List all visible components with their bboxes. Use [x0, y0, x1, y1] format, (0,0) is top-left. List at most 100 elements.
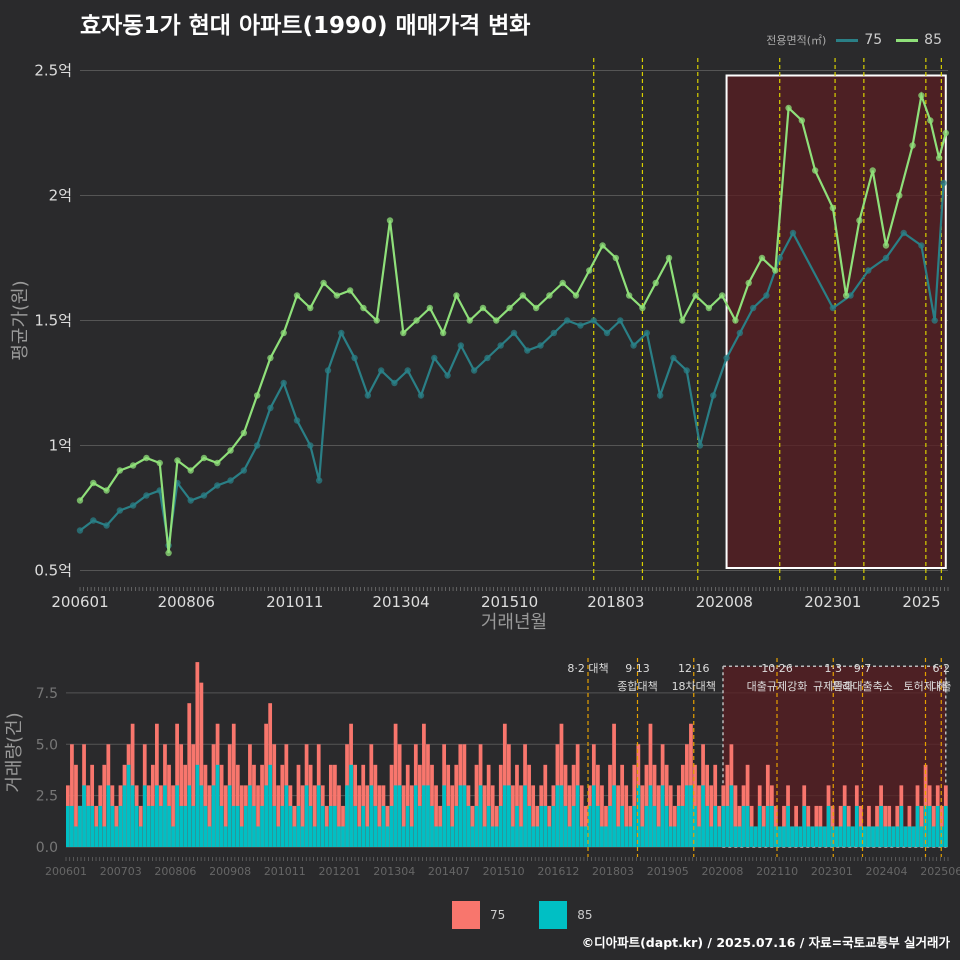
data-point-75 [723, 354, 730, 362]
bar-85 [915, 805, 920, 847]
bar-85 [86, 805, 90, 847]
bar-85 [373, 805, 378, 847]
legend-top: 전용면적(㎡) 75 85 [766, 32, 950, 48]
data-point-85 [293, 292, 301, 299]
data-point-75 [656, 392, 664, 399]
data-point-75 [129, 502, 137, 509]
data-point-75 [643, 329, 651, 337]
data-point-85 [829, 204, 837, 212]
bar-x-tick-label: 202301 [811, 865, 853, 878]
bar-x-tick-label: 201011 [264, 865, 306, 878]
bar-85 [838, 826, 843, 847]
bar-85 [102, 826, 107, 847]
data-point-85 [103, 487, 110, 494]
data-point-75 [882, 254, 890, 262]
bar-75 [470, 805, 475, 847]
bar-85 [919, 826, 924, 847]
bar-75 [365, 785, 370, 847]
bar-75 [567, 785, 572, 847]
bar-85 [620, 805, 625, 847]
bar-85 [903, 826, 908, 847]
chart-title: 효자동1가 현대 아파트(1990) 매매가격 변화 [80, 13, 531, 39]
data-point-85 [165, 549, 172, 557]
policy-label: 규제완화 [813, 680, 853, 693]
bar-85 [458, 785, 463, 847]
volume-chart: 0.0 2.5 5.0 7.5 8·2 대책 9·13 종합대책 12·16 18차대책 10·2… [4, 658, 960, 878]
bar-85 [591, 785, 596, 847]
bar-75 [292, 805, 297, 847]
bar-85 [519, 826, 523, 847]
bar-75 [385, 805, 390, 847]
bar-75 [604, 805, 608, 847]
bar-85 [381, 805, 386, 847]
bar-85 [191, 805, 196, 847]
x-tick-label: 200601 [51, 593, 108, 611]
data-point-75 [391, 379, 398, 387]
bar-75 [272, 744, 277, 847]
bar-85 [308, 805, 313, 847]
bar-75 [511, 785, 515, 847]
bar-85 [252, 805, 256, 847]
bar-85 [94, 826, 99, 847]
bar-85 [701, 785, 705, 847]
bar-85 [155, 785, 159, 847]
bar-85 [434, 826, 438, 847]
bar-y-tick-label: 7.5 [36, 686, 58, 702]
bar-85 [118, 805, 123, 847]
series-line-75 [79, 182, 945, 546]
bar-85 [539, 805, 544, 847]
data-point-85 [453, 292, 460, 299]
x-tick-label: 201304 [372, 593, 429, 611]
bar-85 [284, 785, 289, 847]
bar-75 [494, 805, 499, 847]
bar-85 [66, 805, 70, 847]
bar-75 [195, 662, 200, 847]
data-point-85 [745, 279, 752, 287]
data-point-85 [320, 279, 327, 287]
x-tick-label: 200806 [158, 593, 215, 611]
y-tick-label: 1.5억 [34, 312, 72, 330]
bar-75 [656, 785, 661, 847]
bar-85 [563, 805, 568, 847]
bar-75 [717, 805, 722, 847]
policy-label: 토허제 해 [904, 679, 948, 693]
bar-75 [341, 805, 345, 847]
data-point-75 [603, 329, 611, 337]
data-point-85 [267, 354, 274, 362]
bar-85 [215, 764, 220, 847]
bar-85 [150, 805, 155, 847]
data-point-85 [307, 304, 314, 312]
bar-85 [668, 826, 673, 847]
bar-75 [223, 785, 228, 847]
bar-x-tick-label: 201201 [319, 865, 361, 878]
data-point-85 [360, 304, 367, 312]
data-point-85 [856, 217, 863, 224]
data-point-85 [679, 317, 686, 324]
bar-75 [697, 785, 701, 847]
bar-85 [171, 826, 175, 847]
data-point-85 [599, 242, 606, 249]
bar-75 [434, 785, 438, 847]
bar-85 [272, 805, 277, 847]
bar-85 [826, 805, 831, 847]
data-point-85 [572, 292, 580, 299]
data-point-85 [426, 304, 434, 312]
data-point-85 [909, 142, 916, 149]
bar-75 [830, 805, 835, 847]
bar-85 [806, 826, 811, 847]
bar-85 [774, 826, 778, 847]
bar-85 [195, 764, 200, 847]
bar-85 [393, 785, 398, 847]
bar-85 [183, 805, 188, 847]
bar-85 [729, 785, 734, 847]
bar-85 [494, 826, 499, 847]
bar-75 [276, 785, 281, 847]
bar-85 [935, 805, 940, 847]
data-point-85 [665, 254, 673, 262]
policy-label: 대출 [931, 680, 951, 693]
data-point-75 [577, 322, 584, 329]
bar-85 [106, 785, 111, 847]
data-point-85 [811, 167, 819, 174]
bar-85 [596, 805, 600, 847]
bar-85 [235, 805, 240, 847]
